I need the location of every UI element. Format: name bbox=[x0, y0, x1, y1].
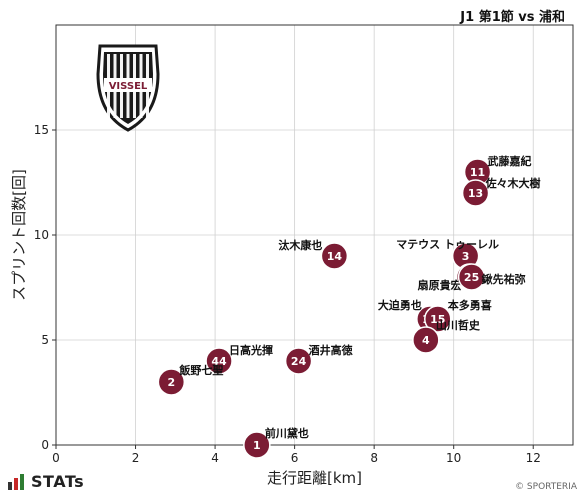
x-tick-label: 4 bbox=[211, 451, 219, 465]
logo-wordmark: VISSEL bbox=[109, 81, 148, 92]
brand-bars-icon bbox=[8, 473, 26, 490]
y-tick-label: 5 bbox=[41, 333, 49, 347]
player-number: 25 bbox=[464, 271, 479, 284]
data-point: 14 汰木康也 bbox=[278, 238, 349, 270]
player-marker bbox=[412, 326, 440, 354]
x-tick-label: 2 bbox=[132, 451, 140, 465]
player-name: 扇原貴宏 bbox=[418, 278, 462, 292]
player-name: 大迫勇也 bbox=[378, 298, 422, 312]
player-name: 山川哲史 bbox=[436, 318, 481, 332]
x-tick-label: 6 bbox=[291, 451, 299, 465]
player-marker bbox=[320, 242, 349, 270]
player-marker bbox=[424, 305, 452, 333]
player-number: 44 bbox=[211, 355, 227, 368]
player-number: 11 bbox=[470, 166, 485, 179]
player-name: マテウス トゥーレル bbox=[396, 238, 499, 251]
player-name: 本多勇喜 bbox=[448, 298, 492, 312]
brand-label: STATs bbox=[31, 472, 85, 491]
player-marker bbox=[461, 179, 490, 207]
data-point: 1 前川黛也 bbox=[243, 426, 309, 459]
player-number: 1 bbox=[253, 439, 261, 452]
player-name: 日高光揮 bbox=[229, 343, 273, 357]
data-point: 4 山川哲史 bbox=[412, 318, 481, 354]
player-name: 武藤嘉紀 bbox=[488, 154, 532, 168]
stats-brand: STATs bbox=[8, 472, 84, 491]
team-logo: VISSEL bbox=[96, 44, 160, 132]
player-name: 酒井高徳 bbox=[309, 343, 353, 357]
player-name: 佐々木大樹 bbox=[485, 176, 541, 190]
x-tick-label: 0 bbox=[52, 451, 60, 465]
player-number: 4 bbox=[422, 334, 430, 347]
player-number: 2 bbox=[168, 376, 176, 389]
x-tick-label: 10 bbox=[446, 451, 461, 465]
player-name: 飯野七聖 bbox=[178, 363, 223, 377]
player-marker bbox=[157, 368, 186, 396]
y-axis-label: スプリント回数[回] bbox=[10, 169, 28, 301]
player-marker bbox=[243, 431, 271, 459]
y-tick-label: 15 bbox=[34, 123, 49, 137]
x-axis-label: 走行距離[km] bbox=[267, 469, 362, 487]
player-name: 前川黛也 bbox=[265, 426, 309, 440]
credit-text: © SPORTERIA bbox=[515, 482, 577, 492]
player-marker bbox=[457, 263, 486, 291]
player-number: 3 bbox=[462, 250, 470, 263]
y-tick-label: 0 bbox=[41, 438, 49, 452]
player-number: 24 bbox=[291, 355, 307, 368]
data-point: 25 鍬先祐弥 bbox=[457, 263, 526, 291]
x-tick-label: 8 bbox=[370, 451, 378, 465]
player-number: 13 bbox=[468, 187, 483, 200]
x-tick-label: 12 bbox=[526, 451, 541, 465]
player-marker bbox=[205, 347, 233, 375]
player-number: 14 bbox=[327, 250, 343, 263]
match-title: J1 第1節 vs 浦和 bbox=[460, 10, 565, 25]
player-marker bbox=[284, 347, 313, 375]
player-name: 鍬先祐弥 bbox=[482, 272, 526, 286]
player-name: 汰木康也 bbox=[278, 238, 322, 252]
player-number: 15 bbox=[430, 313, 445, 326]
y-tick-label: 10 bbox=[34, 228, 49, 242]
